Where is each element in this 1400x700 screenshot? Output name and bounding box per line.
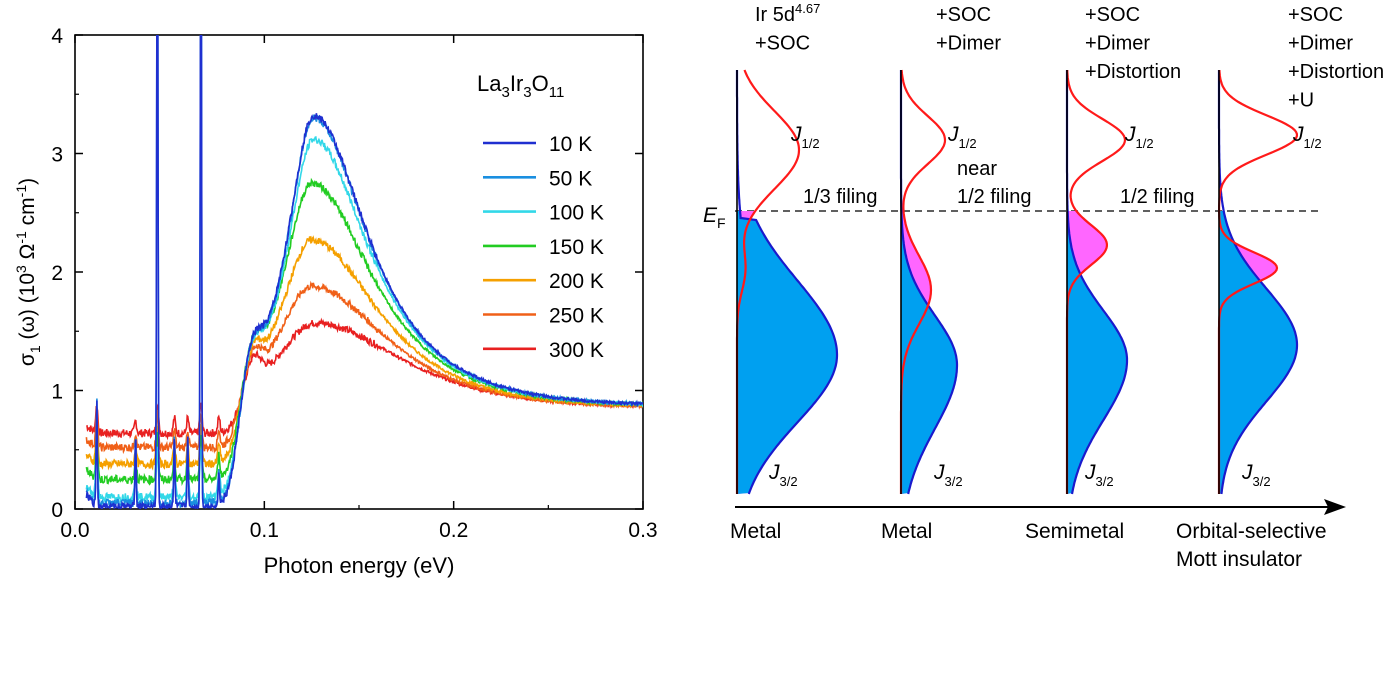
x-tick-label: 0.3 [628,519,657,542]
legend-label: 50 K [549,167,592,190]
panel-header-line: +SOC [755,33,810,55]
x-ticks: 0.0 0.1 0.2 0.3 [60,35,658,542]
spectrum-line-250K [85,280,643,455]
occupied-j32-fill [901,211,957,494]
panel-header-line: +SOC [1085,4,1140,26]
x-tick-label: 0.1 [250,519,279,542]
state-label: Mott insulator [1176,548,1302,571]
occupied-j32-fill [1067,211,1127,494]
state-label: Metal [881,520,932,543]
fermi-level-label: EF [703,204,726,231]
progression-arrow-head [1324,499,1346,515]
legend-label: 150 K [549,236,604,259]
legend-label: 250 K [549,305,604,328]
dos-panel-4: +SOC +Dimer +Distortion +U J1/2 J3/2 Orbital-s… [1176,4,1384,571]
j32-label: J3/2 [933,461,963,489]
y-tick-label: 4 [51,25,63,48]
state-label: Orbital-selective [1176,520,1327,543]
panel-header-line: +Dimer [936,33,1001,55]
legend: La3Ir3O11 10 K 50 K 100 K 150 K 200 K 250 K 30… [477,71,604,362]
legend-title: La3Ir3O11 [477,71,564,101]
state-label: Metal [730,520,781,543]
j12-label: J1/2 [1292,123,1322,151]
j32-label: J3/2 [1241,461,1271,489]
legend-label: 100 K [549,202,604,225]
panel-header-line: +SOC [1288,4,1343,26]
filling-label: 1/2 filing [1120,186,1195,208]
x-axis-label: Photon energy (eV) [264,553,455,578]
state-label: Semimetal [1025,520,1124,543]
y-ticks: 0 1 2 3 4 [51,25,643,522]
filling-label: 1/2 filing [957,186,1032,208]
x-tick-label: 0.0 [60,519,89,542]
j32-label: J3/2 [768,461,798,489]
conductivity-chart: 0.0 0.1 0.2 0.3 0 1 2 3 4 Photon energy (eV) σ1… [13,25,658,578]
panel-header-line: +Dimer [1085,33,1150,55]
y-tick-label: 3 [51,144,63,167]
dos-panel-3: +SOC +Dimer +Distortion J1/2 J3/2 1/2 filing S… [1025,4,1195,543]
y-axis-label: σ1 (ω) (103 Ω-1 cm-1) [13,178,43,366]
dos-panel-2: +SOC +Dimer J1/2 J3/2 near 1/2 filing Metal [881,4,1032,543]
occupied-j32-fill [1219,211,1297,494]
filling-label: near [957,158,997,180]
filling-label: 1/3 filing [803,186,878,208]
dos-panel-1: Ir 5d4.67 +SOC J1/2 J3/2 1/3 filing Metal [730,1,878,543]
spectrum-line-10K [85,35,643,509]
panel-header-line: Ir 5d4.67 [755,1,820,26]
j12-label: J1/2 [1124,123,1154,151]
j32-label: J3/2 [1084,461,1114,489]
j12-label: J1/2 [790,123,820,151]
y-tick-label: 0 [51,499,63,522]
legend-label: 200 K [549,270,604,293]
panel-header-line: +Dimer [1288,33,1353,55]
panel-header-line: +U [1288,90,1314,112]
legend-label: 10 K [549,133,592,156]
y-tick-label: 1 [51,381,63,404]
y-tick-label: 2 [51,262,63,285]
legend-label: 300 K [549,339,604,362]
panel-header-line: +Distortion [1085,61,1181,83]
x-tick-label: 0.2 [439,519,468,542]
panel-header-line: +SOC [936,4,991,26]
panel-header-line: +Distortion [1288,61,1384,83]
occupied-j32-fill [737,211,837,494]
spectra-lines [85,35,643,509]
spectrum-line-300K [86,317,643,441]
j12-label: J1/2 [947,123,977,151]
